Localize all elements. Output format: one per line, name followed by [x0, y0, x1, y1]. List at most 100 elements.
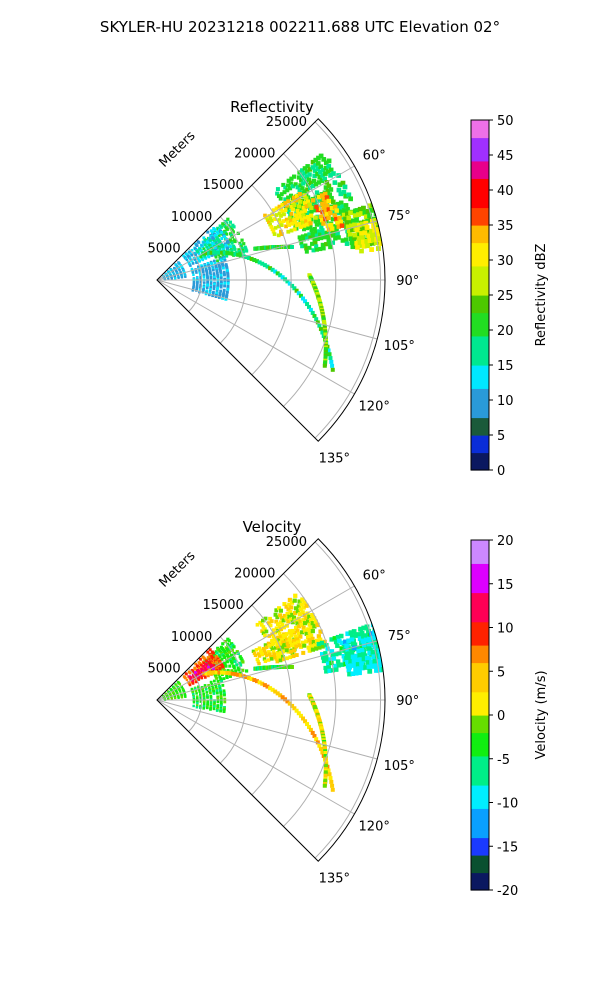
- azimuth-tick-label: 105°: [384, 339, 415, 354]
- azimuth-spoke: [156, 279, 378, 340]
- colorbar-tick-label: 10: [497, 622, 514, 637]
- colorbar-segment: [471, 120, 489, 127]
- colorbar-segment: [471, 732, 489, 739]
- colorbar-segment: [471, 166, 489, 174]
- colorbar-segment: [471, 306, 489, 314]
- colorbar-segment: [471, 726, 489, 734]
- colorbar-segment: [471, 615, 489, 623]
- colorbar-label: Reflectivity dBZ: [534, 244, 549, 347]
- colorbar-segment: [471, 592, 489, 599]
- reflectivity-title: Reflectivity: [230, 98, 314, 116]
- colorbar-segment: [471, 365, 489, 372]
- colorbar-segment: [471, 242, 489, 249]
- colorbar-segment: [471, 785, 489, 792]
- colorbar-tick-label: 15: [497, 578, 514, 593]
- echo-line: [253, 244, 294, 251]
- colorbar-segment: [471, 411, 489, 419]
- colorbar-segment: [471, 219, 489, 226]
- colorbar-segment: [471, 761, 489, 769]
- colorbar-segment: [471, 545, 489, 553]
- colorbar-segment: [471, 586, 489, 594]
- colorbar-segment: [471, 837, 489, 844]
- colorbar-segment: [471, 650, 489, 658]
- colorbar-tick-label: 5: [497, 665, 505, 680]
- colorbar-segment: [471, 423, 489, 430]
- colorbar-tick-label: 10: [497, 394, 514, 409]
- colorbar-tick-label: 20: [497, 324, 514, 339]
- colorbar-segment: [471, 738, 489, 745]
- colorbar-segment: [471, 831, 489, 839]
- colorbar-segment: [471, 639, 489, 646]
- colorbar-segment: [471, 645, 489, 652]
- colorbar-segment: [471, 779, 489, 786]
- colorbar-segment: [471, 750, 489, 757]
- colorbar-segment: [471, 878, 489, 885]
- colorbar-segment: [471, 277, 489, 284]
- colorbar-segment: [471, 557, 489, 564]
- colorbar-segment: [471, 849, 489, 856]
- colorbar-segment: [471, 254, 489, 261]
- colorbar-segment: [471, 662, 489, 669]
- echo-region: [190, 256, 230, 301]
- azimuth-tick-label: 120°: [359, 819, 390, 834]
- azimuth-tick-label: 90°: [396, 694, 419, 709]
- colorbar-segment: [471, 300, 489, 308]
- echo-line: [201, 250, 335, 372]
- colorbar-segment: [471, 312, 489, 319]
- velocity-sector: 5000 10000 15000 20000 25000 60° 75° 90° 105° 120…: [148, 535, 420, 886]
- echo-layer: [162, 153, 385, 372]
- colorbar-segment: [471, 376, 489, 384]
- colorbar-segment: [471, 137, 489, 144]
- azimuth-tick-label: 105°: [384, 759, 415, 774]
- colorbar-segment: [471, 860, 489, 868]
- colorbar-segment: [471, 143, 489, 150]
- colorbar-segment: [471, 125, 489, 133]
- colorbar-segment: [471, 855, 489, 862]
- reflectivity-range-axis-label: Meters: [157, 128, 199, 170]
- velocity-title: Velocity: [243, 518, 302, 536]
- colorbar-segment: [471, 178, 489, 185]
- range-tick-label: 25000: [266, 535, 307, 550]
- colorbar-segment: [471, 796, 489, 804]
- azimuth-spoke: [156, 699, 355, 815]
- reflectivity-sector: 5000 10000 15000 20000 25000 60° 75° 90° 105° 120…: [148, 115, 420, 466]
- colorbar-segment: [471, 720, 489, 728]
- colorbar-segment: [471, 289, 489, 296]
- colorbar-segment: [471, 417, 489, 424]
- colorbar-segment: [471, 866, 489, 874]
- colorbar-segment: [471, 335, 489, 343]
- azimuth-tick-label: 60°: [363, 149, 386, 164]
- colorbar-segment: [471, 201, 489, 209]
- colorbar-segment: [471, 808, 489, 815]
- sector-outline: [156, 538, 386, 862]
- colorbar-segment: [471, 755, 489, 763]
- colorbar-label: Velocity (m/s): [534, 670, 549, 759]
- colorbar-segment: [471, 709, 489, 716]
- colorbar-segment: [471, 802, 489, 809]
- colorbar-segment: [471, 843, 489, 850]
- velocity-range-axis-label: Meters: [157, 548, 199, 590]
- colorbar-segment: [471, 551, 489, 559]
- colorbar-segment: [471, 621, 489, 629]
- colorbar-segment: [471, 260, 489, 267]
- colorbar-tick-label: -20: [497, 884, 518, 899]
- colorbar-segment: [471, 347, 489, 354]
- echo-region: [263, 192, 318, 238]
- colorbar-segment: [471, 610, 489, 617]
- colorbar-tick-label: 35: [497, 219, 514, 234]
- colorbar-segment: [471, 697, 489, 704]
- colorbar-segment: [471, 213, 489, 220]
- colorbar-segment: [471, 283, 489, 290]
- colorbar-segment: [471, 872, 489, 879]
- colorbar-segment: [471, 627, 489, 634]
- colorbar-tick-label: 45: [497, 149, 514, 164]
- colorbar-segment: [471, 230, 489, 238]
- echo-region: [251, 628, 302, 666]
- colorbar-segment: [471, 271, 489, 279]
- echo-region: [190, 677, 227, 714]
- colorbar-segment: [471, 429, 489, 436]
- colorbar-segment: [471, 569, 489, 576]
- echo-line: [307, 693, 328, 788]
- colorbar-segment: [471, 790, 489, 798]
